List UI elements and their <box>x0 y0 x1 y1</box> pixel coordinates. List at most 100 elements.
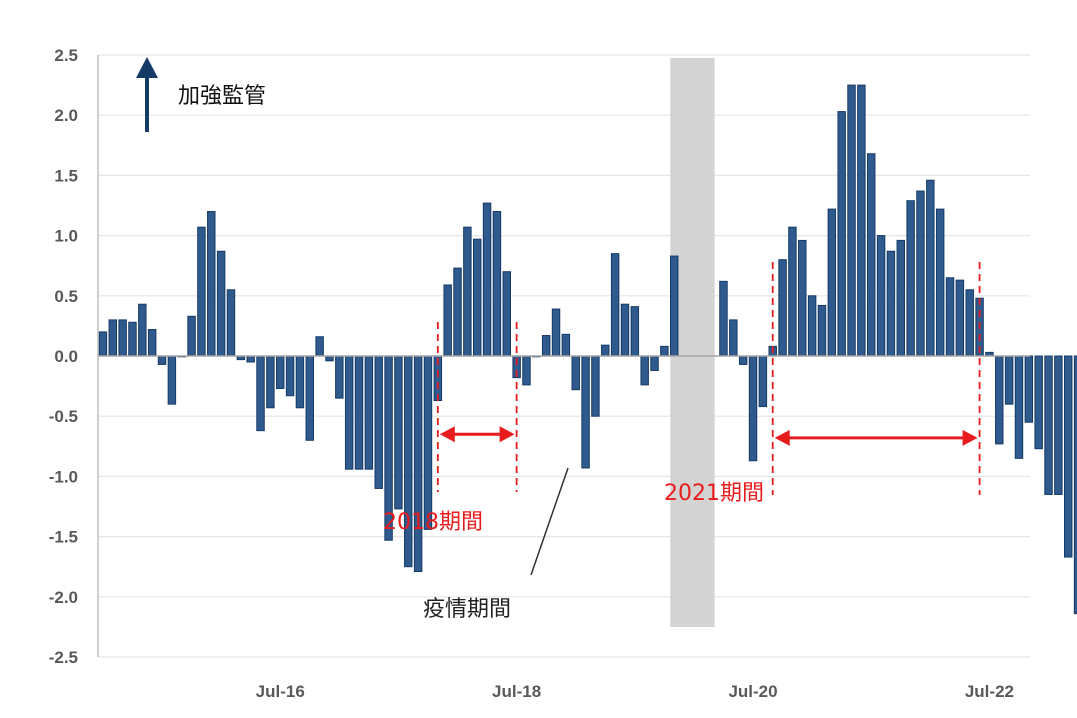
bar <box>473 238 482 357</box>
bar <box>807 295 817 357</box>
bar <box>413 355 423 573</box>
bar <box>492 211 502 357</box>
bar <box>522 355 531 386</box>
y-tick-label: 0.5 <box>54 287 78 306</box>
bar <box>1024 355 1034 423</box>
bar <box>1054 355 1063 495</box>
bar <box>1004 355 1014 405</box>
bar <box>1044 355 1053 495</box>
bar <box>187 315 196 357</box>
x-tick-label: Jul-16 <box>256 682 305 701</box>
bar <box>847 84 856 357</box>
bar <box>798 239 807 357</box>
bar <box>453 267 462 357</box>
bar <box>729 319 738 357</box>
bar <box>335 355 344 399</box>
bar <box>315 336 324 357</box>
bar <box>561 333 571 357</box>
bar <box>650 355 659 371</box>
bar <box>758 355 768 408</box>
bar <box>660 345 669 357</box>
bar <box>344 355 354 470</box>
y-tick-label: 0.0 <box>54 347 78 366</box>
bar <box>1034 355 1043 450</box>
bar <box>886 250 896 357</box>
bar <box>571 355 580 391</box>
bar <box>404 355 413 568</box>
bar <box>108 319 118 357</box>
covid-label: 疫情期間 <box>423 597 511 622</box>
bar <box>670 255 679 357</box>
x-tick-label: Jul-18 <box>492 682 541 701</box>
bar <box>867 153 876 357</box>
bar <box>502 271 511 357</box>
up-arrow-icon <box>136 57 158 132</box>
bar <box>640 355 649 386</box>
period-arrow-head-left <box>774 429 790 446</box>
bar <box>591 355 600 417</box>
bar <box>1064 355 1073 558</box>
bar <box>463 226 472 357</box>
bar <box>788 226 797 357</box>
y-tick-labels: 2.5 2.0 1.5 1.0 0.5 0.0 -0.5 -1.0 -1.5 -2.0 -2.5 <box>49 46 78 667</box>
bar <box>837 111 846 357</box>
bar <box>246 355 255 363</box>
bar <box>817 304 827 357</box>
bar <box>620 303 630 357</box>
bar <box>374 355 383 489</box>
bar <box>276 355 285 390</box>
bar <box>266 355 275 409</box>
bar <box>906 200 915 357</box>
bar <box>551 308 561 357</box>
bar <box>216 250 226 357</box>
x-tick-label: Jul-22 <box>965 682 1014 701</box>
y-tick-label: -1.0 <box>49 467 78 486</box>
bar <box>98 331 108 357</box>
bar <box>295 355 305 409</box>
bar <box>601 344 610 357</box>
bar <box>138 303 147 357</box>
axes <box>97 55 1030 657</box>
period-2021-marker <box>771 262 981 495</box>
bar <box>630 306 640 357</box>
bar <box>748 355 758 462</box>
bar <box>610 253 620 357</box>
period-2018-marker <box>436 322 518 492</box>
bar <box>896 239 905 357</box>
y-tick-label: -2.5 <box>49 648 78 667</box>
bar <box>128 321 137 357</box>
bar <box>995 355 1004 445</box>
arrow-label: 加強監管 <box>178 84 266 109</box>
period-arrow-head-right <box>962 429 978 446</box>
bar <box>423 355 433 530</box>
bar <box>719 280 728 357</box>
bar <box>443 284 452 357</box>
bar <box>226 289 236 357</box>
y-tick-label: -0.5 <box>49 407 78 426</box>
bar <box>256 355 265 432</box>
bar <box>118 319 127 357</box>
bars <box>98 84 1077 615</box>
annotations: 加強監管 2018期間 2021期間 疫情期間 <box>136 57 981 622</box>
y-tick-label: 2.5 <box>54 46 78 65</box>
x-tick-label: Jul-20 <box>728 682 777 701</box>
bar <box>1073 355 1077 615</box>
bar <box>167 355 177 405</box>
y-tick-label: -2.0 <box>49 588 78 607</box>
bar <box>955 279 965 357</box>
y-tick-label: -1.5 <box>49 528 78 547</box>
bar <box>827 208 837 357</box>
bar <box>581 355 590 469</box>
period-arrow-head-left <box>439 426 455 443</box>
bar <box>778 259 787 357</box>
bar <box>197 226 206 357</box>
period-2021-label: 2021期間 <box>664 481 764 506</box>
bar <box>157 355 167 365</box>
y-tick-label: 1.0 <box>54 227 78 246</box>
bar <box>876 235 886 357</box>
covid-pointer-line <box>530 467 569 576</box>
bar <box>541 335 551 357</box>
bar <box>482 202 492 357</box>
